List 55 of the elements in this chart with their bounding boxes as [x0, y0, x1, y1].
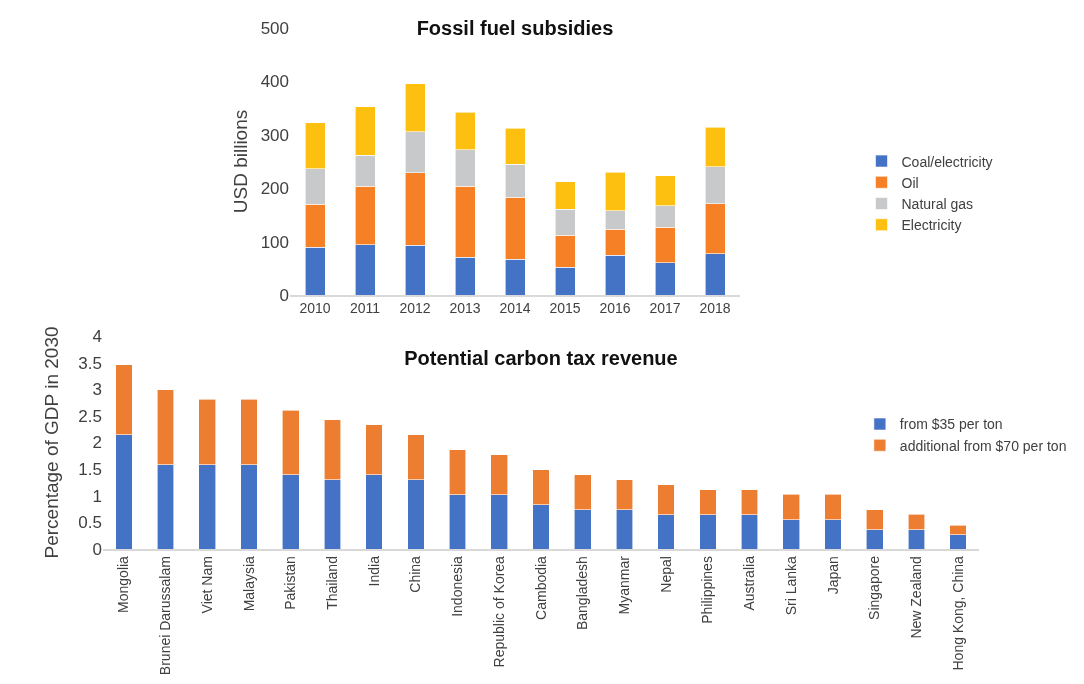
x-tick-label: Indonesia	[449, 555, 466, 617]
x-tick-label: 2016	[599, 300, 631, 317]
x-tick-label: Bangladesh	[574, 556, 591, 631]
x-tick-label: Viet Nam	[198, 556, 215, 614]
chart-title: Fossil fuel subsidies	[416, 17, 614, 39]
legend-label: from $35 per ton	[899, 416, 1003, 433]
x-tick-label: 2010	[299, 300, 331, 317]
y-tick-label: 200	[260, 179, 289, 199]
y-tick-label: 0	[92, 539, 102, 559]
y-tick-label: 2	[92, 433, 102, 453]
x-tick-label: Pakistan	[282, 556, 299, 610]
x-tick-label: 2011	[349, 300, 381, 317]
x-tick-label: New Zealand	[907, 556, 924, 639]
y-tick-label: 0.5	[78, 513, 102, 533]
x-tick-label: Brunei Darussalam	[157, 556, 174, 676]
x-tick-label: Nepal	[657, 556, 674, 593]
x-tick-label: 2012	[399, 300, 431, 317]
y-tick-label: 3.5	[78, 353, 102, 373]
x-tick-label: Republic of Korea	[490, 555, 507, 668]
x-tick-label: Philippines	[699, 556, 716, 624]
legend-label: Coal/electricity	[901, 153, 993, 170]
legend-label: additional from $70 per ton	[899, 437, 1067, 454]
x-tick-label: Myanmar	[615, 555, 632, 615]
x-tick-label: India	[365, 555, 382, 587]
x-tick-label: Hong Kong, China	[949, 555, 966, 671]
y-tick-label: 400	[260, 72, 289, 92]
legend-label: Electricity	[901, 217, 962, 234]
y-tick-label: 1	[92, 486, 102, 506]
x-tick-label: Malaysia	[240, 555, 257, 612]
x-tick-label: Japan	[824, 556, 841, 595]
x-tick-label: Australia	[741, 555, 758, 611]
y-tick-label: 0	[279, 285, 289, 305]
y-tick-label: 4	[92, 326, 102, 346]
legend-label: Oil	[901, 174, 919, 191]
x-tick-label: Thailand	[323, 556, 340, 610]
y-tick-label: 3	[92, 380, 102, 400]
x-tick-label: 2018	[699, 300, 731, 317]
text: Potential carbon tax revenue	[404, 347, 678, 369]
y-tick-label: 500	[260, 18, 289, 38]
y-tick-label: 2.5	[78, 406, 102, 426]
x-tick-label: Sri Lanka	[782, 555, 799, 616]
legend-label: Natural gas	[901, 195, 974, 212]
x-tick-label: 2015	[549, 300, 581, 317]
x-tick-label: 2014	[499, 300, 531, 317]
x-tick-label: China	[407, 555, 424, 593]
y-tick-label: 300	[260, 125, 289, 145]
x-tick-label: Cambodia	[532, 555, 549, 620]
y-axis-title: USD billions	[230, 109, 251, 214]
y-axis-title: Percentage of GDP in 2030	[41, 326, 63, 559]
y-tick-label: 1.5	[78, 460, 102, 480]
y-tick-label: 100	[260, 232, 289, 252]
x-tick-label: 2017	[649, 300, 681, 317]
x-tick-label: Singapore	[866, 555, 883, 620]
x-tick-label: 2013	[449, 300, 481, 317]
x-tick-label: Mongolia	[115, 555, 132, 613]
